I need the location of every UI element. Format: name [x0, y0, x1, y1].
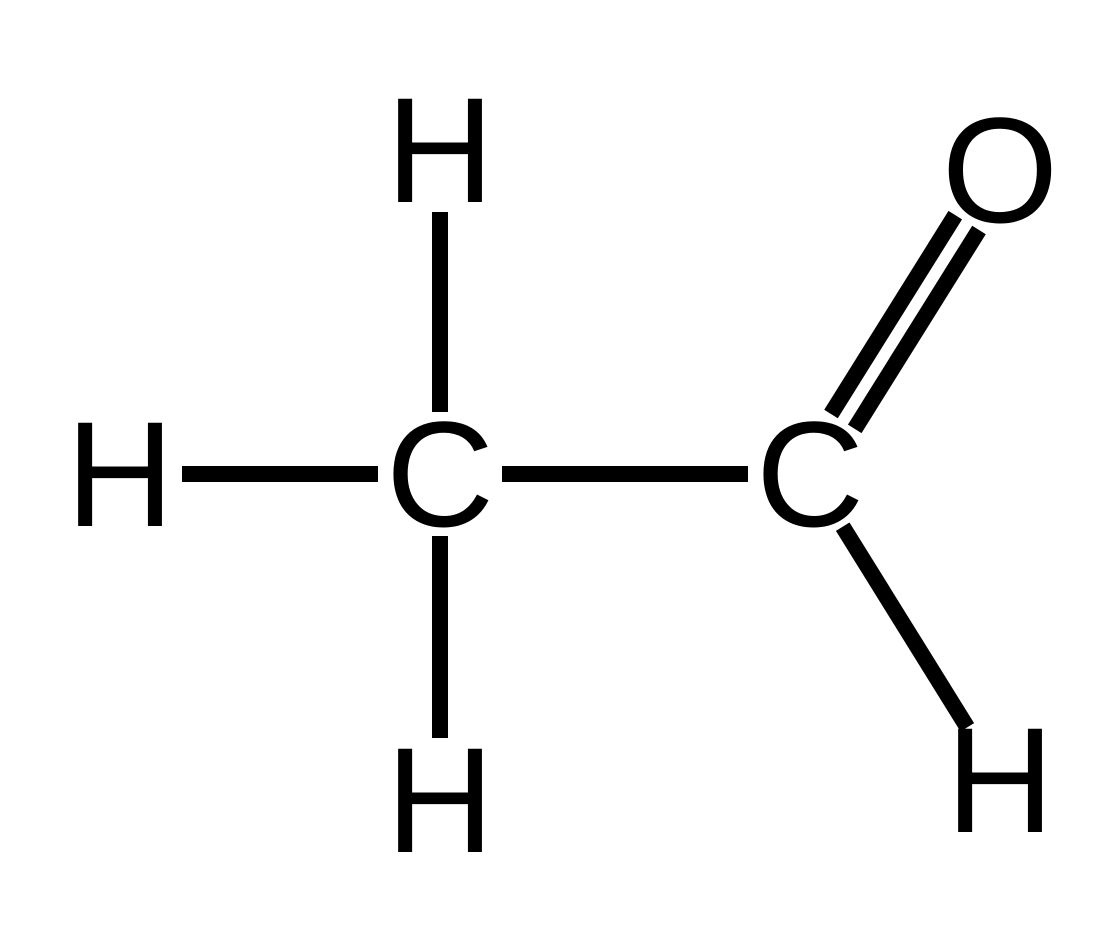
atom-label-C1: C	[386, 390, 494, 558]
molecule-diagram: CCHHHOH	[0, 0, 1100, 948]
atom-label-H_bottom: H	[386, 716, 494, 884]
atom-label-H_ald: H	[946, 696, 1054, 864]
atom-label-H_top: H	[386, 66, 494, 234]
atom-label-H_left: H	[66, 390, 174, 558]
atom-label-C2: C	[756, 390, 864, 558]
bond-line	[855, 230, 979, 429]
atom-label-O: O	[942, 86, 1059, 254]
bond-line	[831, 215, 955, 414]
